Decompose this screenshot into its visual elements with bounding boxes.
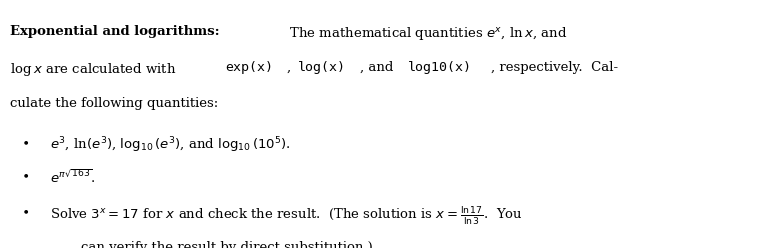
Text: Exponential and logarithms:: Exponential and logarithms: (10, 25, 220, 38)
Text: , and: , and (360, 61, 398, 74)
Text: log10(x): log10(x) (408, 61, 472, 74)
Text: $e^{3}$, ln$(e^{3})$, $\log_{10}(e^{3})$, and $\log_{10}(10^{5})$.: $e^{3}$, ln$(e^{3})$, $\log_{10}(e^{3})$… (50, 135, 291, 155)
Text: $e^{\pi\sqrt{163}}$.: $e^{\pi\sqrt{163}}$. (50, 169, 96, 186)
Text: log $x$ are calculated with: log $x$ are calculated with (10, 61, 177, 78)
Text: log(x): log(x) (298, 61, 346, 74)
Text: exp(x): exp(x) (225, 61, 273, 74)
Text: $\bullet$: $\bullet$ (21, 205, 29, 217)
Text: culate the following quantities:: culate the following quantities: (10, 97, 218, 110)
Text: $\bullet$: $\bullet$ (21, 169, 29, 182)
Text: Solve $3^{x} = 17$ for $x$ and check the result.  (The solution is $x = \frac{\l: Solve $3^{x} = 17$ for $x$ and check the… (50, 205, 523, 227)
Text: $\bullet$: $\bullet$ (21, 135, 29, 148)
Text: ,: , (287, 61, 296, 74)
Text: , respectively.  Cal-: , respectively. Cal- (491, 61, 618, 74)
Text: The mathematical quantities $e^{x}$, ln $x$, and: The mathematical quantities $e^{x}$, ln … (280, 25, 567, 42)
Text: can verify the result by direct substitution.): can verify the result by direct substitu… (81, 241, 373, 248)
